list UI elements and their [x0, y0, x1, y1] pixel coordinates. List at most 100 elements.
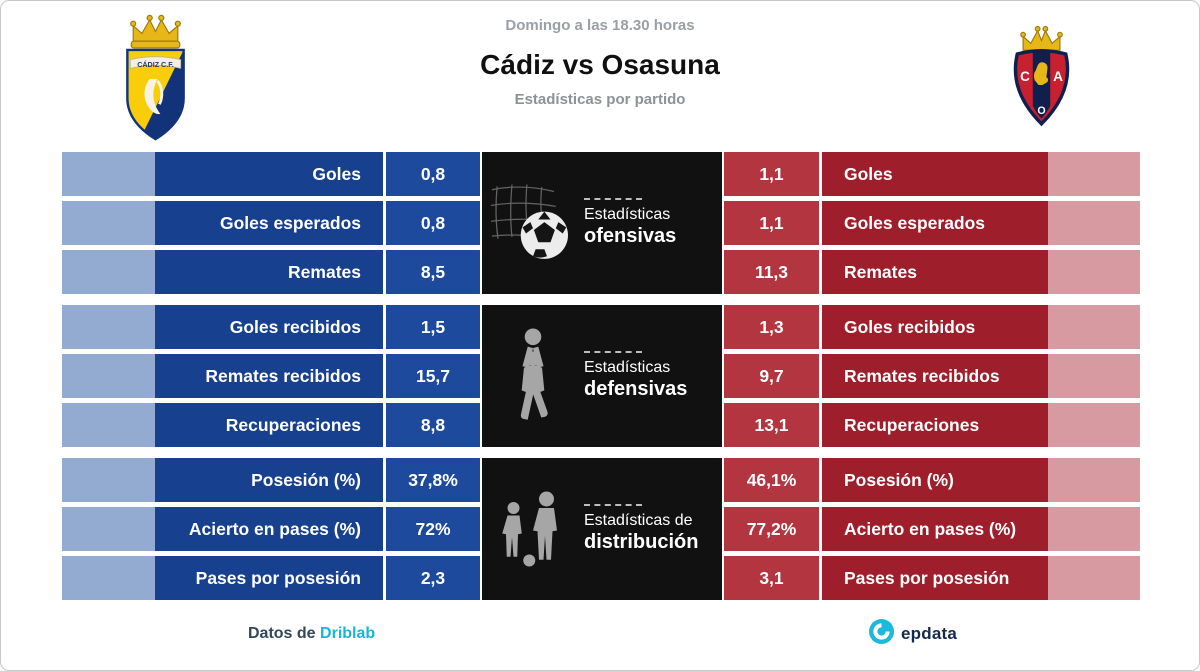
stat-row: 1,1 Goles esperados: [724, 201, 1140, 245]
osasuna-crest-letter-o: O: [1037, 105, 1045, 117]
match-schedule: Domingo a las 18.30 horas: [505, 17, 695, 34]
away-stat-value: 13,1: [724, 403, 819, 447]
home-stat-value: 37,8%: [386, 458, 480, 502]
section-title-line1: Estadísticas: [584, 358, 671, 376]
source-prefix: Datos de: [248, 625, 316, 642]
section-panel-ofensivas: Estadísticas ofensivas: [482, 152, 722, 294]
stat-label: Posesión (%): [822, 458, 1048, 502]
home-accent-strip: [62, 250, 155, 294]
stat-label: Acierto en pases (%): [822, 507, 1048, 551]
home-accent-strip: [62, 458, 155, 502]
osasuna-crest-letter-a: A: [1053, 69, 1063, 84]
section-title-line2: defensivas: [584, 378, 688, 401]
section-panel-defensivas: Estadísticas defensivas: [482, 305, 722, 447]
home-accent-strip: [62, 305, 155, 349]
stat-row: Goles recibidos 1,5: [62, 305, 480, 349]
stat-row: Goles esperados 0,8: [62, 201, 480, 245]
home-stat-value: 1,5: [386, 305, 480, 349]
stat-label: Goles: [822, 152, 1048, 196]
stat-row: 46,1% Posesión (%): [724, 458, 1140, 502]
away-stat-value: 1,1: [724, 201, 819, 245]
away-accent-strip: [1048, 507, 1140, 551]
home-stat-value: 8,8: [386, 403, 480, 447]
stat-label: Remates recibidos: [822, 354, 1048, 398]
home-accent-strip: [62, 556, 155, 600]
stat-row: Goles 0,8: [62, 152, 480, 196]
source-name: Driblab: [320, 625, 376, 642]
goalkeeper-icon: [482, 327, 584, 425]
dashed-rule: [584, 197, 642, 200]
epdata-brand-name: epdata: [901, 624, 957, 643]
home-accent-strip: [62, 354, 155, 398]
stat-row: Recuperaciones 8,8: [62, 403, 480, 447]
away-accent-strip: [1048, 152, 1140, 196]
stat-label: Goles recibidos: [155, 305, 383, 349]
stat-row: Acierto en pases (%) 72%: [62, 507, 480, 551]
epdata-logo-icon: [869, 619, 894, 649]
stat-label: Remates: [822, 250, 1048, 294]
away-stat-value: 3,1: [724, 556, 819, 600]
stat-row: 13,1 Recuperaciones: [724, 403, 1140, 447]
dashed-rule: [584, 503, 642, 506]
stat-section-ofensivas: Goles 0,8 Goles esperados 0,8 Remates 8,…: [62, 152, 1140, 294]
away-accent-strip: [1048, 403, 1140, 447]
away-accent-strip: [1048, 458, 1140, 502]
osasuna-crest-icon: C A O: [993, 23, 1090, 156]
away-stat-value: 77,2%: [724, 507, 819, 551]
stat-label: Posesión (%): [155, 458, 383, 502]
stat-label: Pases por posesión: [155, 556, 383, 600]
away-stats-column: 1,3 Goles recibidos 9,7 Remates recibido…: [724, 305, 1140, 447]
home-stats-column: Posesión (%) 37,8% Acierto en pases (%) …: [62, 458, 480, 600]
stat-label: Goles: [155, 152, 383, 196]
home-stat-value: 2,3: [386, 556, 480, 600]
stat-row: Remates recibidos 15,7: [62, 354, 480, 398]
cadiz-crest-icon: CÁDIZ C.F.: [107, 11, 204, 152]
stat-label: Remates: [155, 250, 383, 294]
away-stat-value: 11,3: [724, 250, 819, 294]
section-title-line1: Estadísticas de: [584, 511, 693, 529]
stat-row: 77,2% Acierto en pases (%): [724, 507, 1140, 551]
stat-section-defensivas: Goles recibidos 1,5 Remates recibidos 15…: [62, 305, 1140, 447]
stat-label: Goles recibidos: [822, 305, 1048, 349]
home-accent-strip: [62, 201, 155, 245]
stat-row: 3,1 Pases por posesión: [724, 556, 1140, 600]
stat-label: Recuperaciones: [155, 403, 383, 447]
away-accent-strip: [1048, 354, 1140, 398]
away-stats-column: 46,1% Posesión (%) 77,2% Acierto en pase…: [724, 458, 1140, 600]
away-stat-value: 9,7: [724, 354, 819, 398]
stat-row: 1,1 Goles: [724, 152, 1140, 196]
home-stats-column: Goles 0,8 Goles esperados 0,8 Remates 8,…: [62, 152, 480, 294]
stat-label: Goles esperados: [155, 201, 383, 245]
away-stats-column: 1,1 Goles 1,1 Goles esperados 11,3 Remat…: [724, 152, 1140, 294]
data-source: Datos de Driblab: [248, 625, 375, 643]
section-title-defensivas: Estadísticas defensivas: [584, 350, 722, 401]
away-stat-value: 1,3: [724, 305, 819, 349]
stat-row: Pases por posesión 2,3: [62, 556, 480, 600]
section-title-line2: ofensivas: [584, 225, 677, 248]
stat-label: Acierto en pases (%): [155, 507, 383, 551]
away-accent-strip: [1048, 250, 1140, 294]
stat-label: Goles esperados: [822, 201, 1048, 245]
stat-label: Remates recibidos: [155, 354, 383, 398]
stat-section-distribucion: Posesión (%) 37,8% Acierto en pases (%) …: [62, 458, 1140, 600]
home-stat-value: 0,8: [386, 152, 480, 196]
home-stat-value: 72%: [386, 507, 480, 551]
section-title-line1: Estadísticas: [584, 205, 671, 223]
page-title: Cádiz vs Osasuna: [480, 49, 720, 80]
stat-row: 11,3 Remates: [724, 250, 1140, 294]
stats-grid: Goles 0,8 Goles esperados 0,8 Remates 8,…: [62, 152, 1140, 611]
away-accent-strip: [1048, 201, 1140, 245]
stat-row: Posesión (%) 37,8%: [62, 458, 480, 502]
away-accent-strip: [1048, 305, 1140, 349]
home-stat-value: 0,8: [386, 201, 480, 245]
goal-ball-icon: [482, 181, 584, 265]
dashed-rule: [584, 350, 642, 353]
stat-row: 9,7 Remates recibidos: [724, 354, 1140, 398]
section-title-line2: distribución: [584, 531, 699, 554]
home-accent-strip: [62, 507, 155, 551]
epdata-brand: epdata: [869, 619, 957, 649]
stat-row: Remates 8,5: [62, 250, 480, 294]
away-accent-strip: [1048, 556, 1140, 600]
away-stat-value: 1,1: [724, 152, 819, 196]
